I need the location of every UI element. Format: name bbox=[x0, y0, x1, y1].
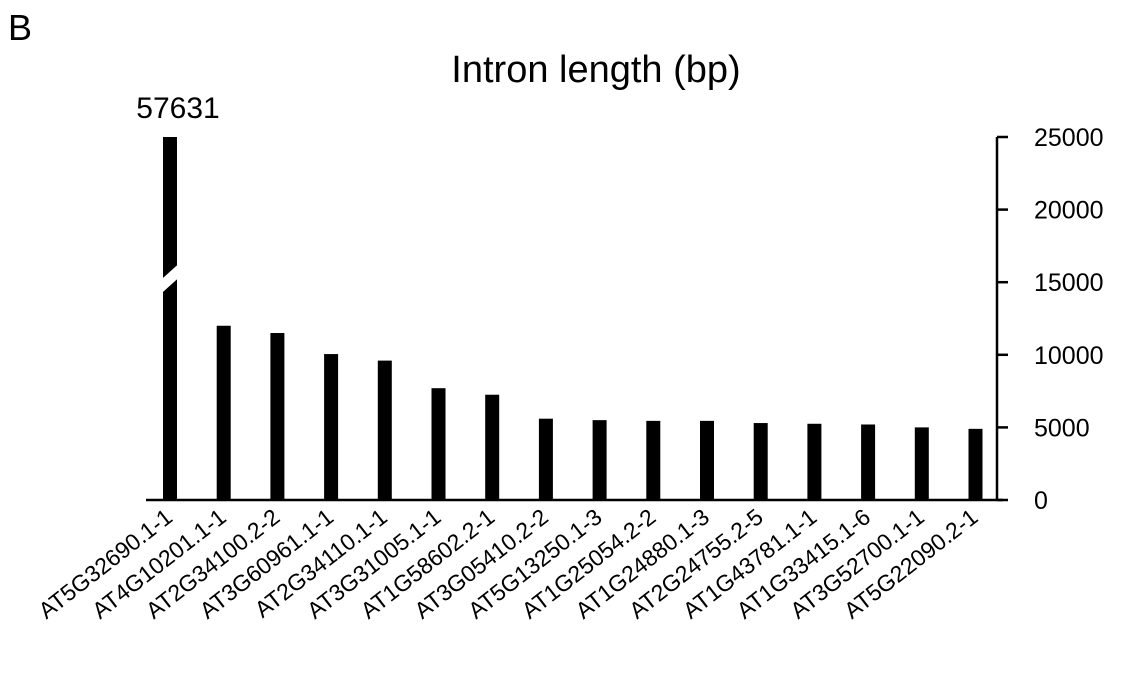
bar-AT4G10201.1-1 bbox=[216, 325, 231, 500]
data-label-0: 57631 bbox=[136, 92, 219, 125]
y-tick-label-15000: 15000 bbox=[1034, 269, 1104, 297]
bar-AT3G52700.1-1 bbox=[914, 427, 929, 500]
bar-AT1G58602.2-1 bbox=[485, 394, 500, 500]
y-tick-label-10000: 10000 bbox=[1034, 342, 1104, 370]
bar-AT2G24755.2-5 bbox=[753, 423, 768, 500]
bar-AT1G33415.1-6 bbox=[861, 424, 876, 500]
panel-label: B bbox=[8, 7, 32, 48]
y-tick-label-0: 0 bbox=[1034, 487, 1048, 515]
bar-AT2G34110.1-1 bbox=[377, 360, 392, 500]
bar-AT2G34100.2-2 bbox=[270, 333, 285, 500]
bar-AT3G05410.2-2 bbox=[538, 418, 553, 500]
bar-AT1G43781.1-1 bbox=[807, 423, 822, 500]
y-tick-label-20000: 20000 bbox=[1034, 197, 1104, 225]
bar-AT5G22090.2-1 bbox=[968, 428, 983, 500]
labels-group: 0500010000150002000025000AT5G32690.1-1AT… bbox=[33, 92, 1103, 624]
bars-group bbox=[160, 137, 983, 500]
axes-group bbox=[146, 135, 1008, 502]
axis-break-mark bbox=[160, 262, 180, 295]
bar-AT1G24880.1-3 bbox=[700, 420, 714, 500]
y-tick-label-25000: 25000 bbox=[1034, 124, 1104, 152]
bar-AT5G13250.1-3 bbox=[592, 420, 607, 500]
bar-AT1G25054.2-2 bbox=[646, 420, 661, 500]
chart-title: Intron length (bp) bbox=[451, 49, 740, 91]
bar-AT3G31005.1-1 bbox=[431, 388, 446, 500]
y-tick-label-5000: 5000 bbox=[1034, 414, 1090, 442]
bar-AT3G60961.1-1 bbox=[324, 354, 339, 500]
bar-AT5G32690.1-1 bbox=[163, 137, 177, 500]
